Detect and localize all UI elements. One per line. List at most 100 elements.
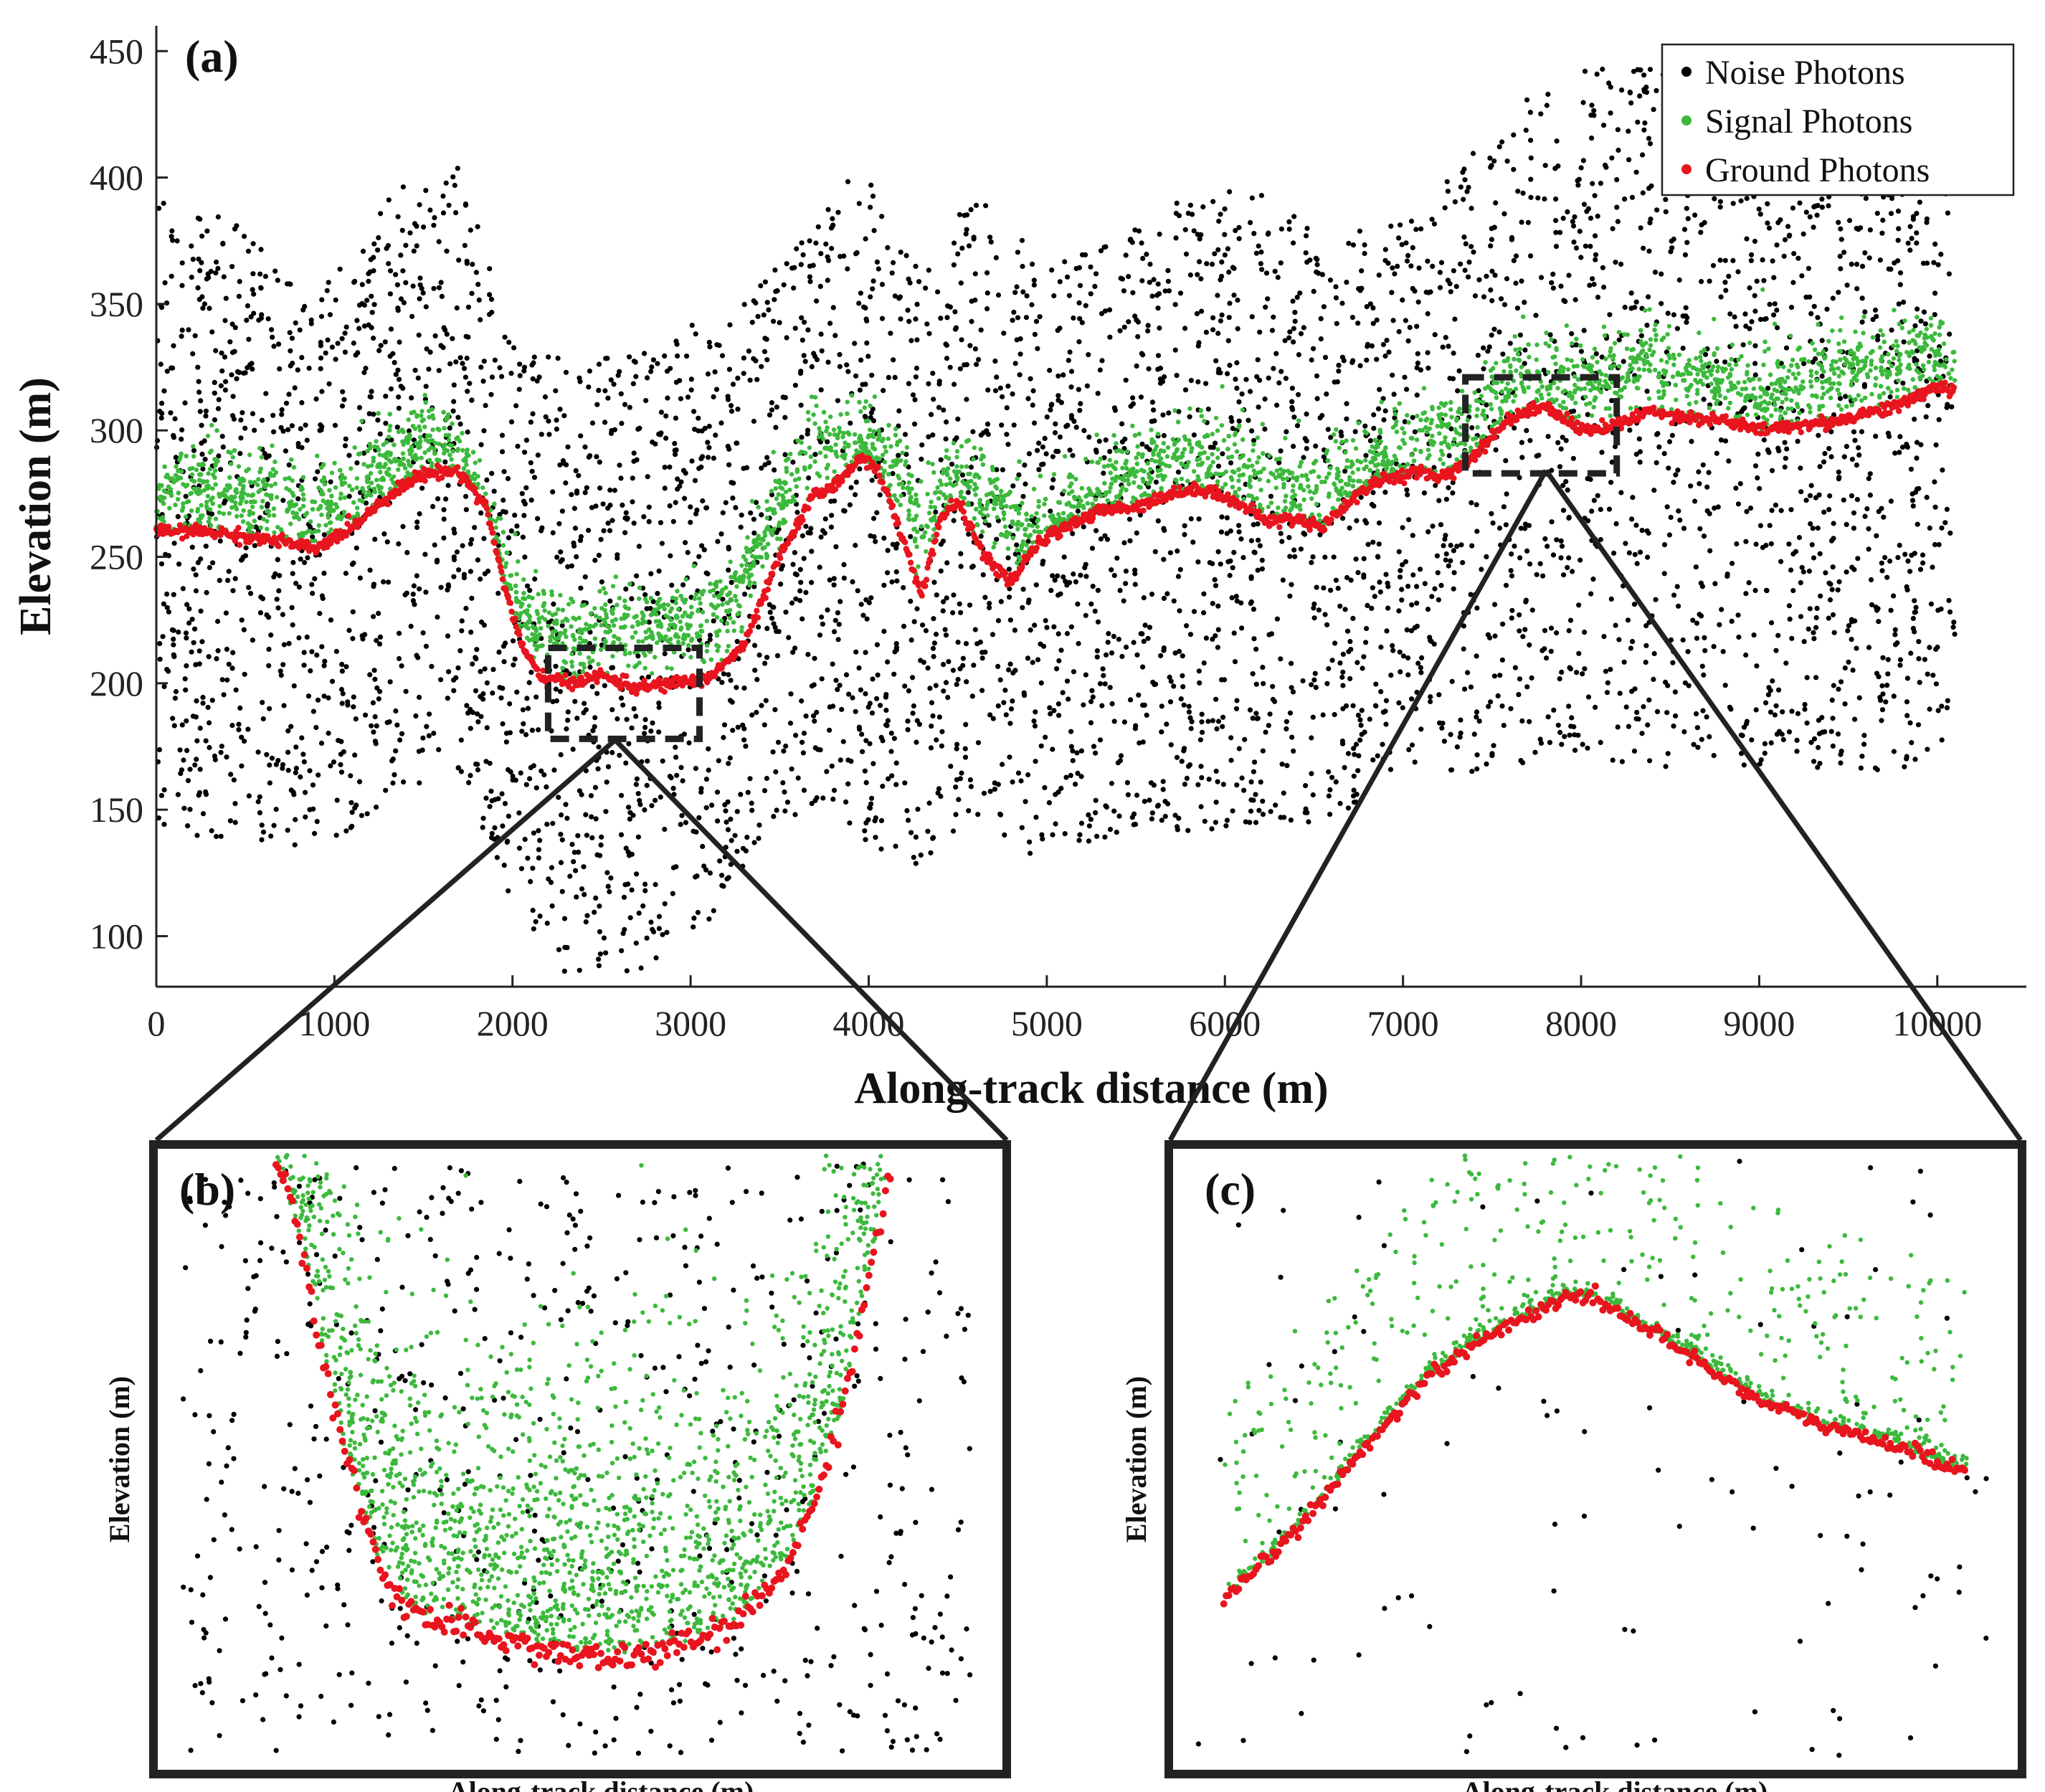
noise-photon [203,413,209,419]
noise-photon [1492,272,1498,278]
noise-photon [214,259,219,265]
noise-photon [668,553,673,559]
noise-photon [1362,242,1367,248]
noise-photon [803,589,809,595]
noise-photon [1763,316,1769,322]
noise-photon [1356,753,1362,759]
noise-photon [1075,601,1081,607]
noise-photon [921,660,926,665]
noise-photon [1604,690,1610,696]
noise-photon [296,584,302,590]
noise-photon [1752,372,1758,378]
noise-photon [1589,103,1595,108]
noise-photon [290,361,295,366]
noise-photon [759,703,764,708]
noise-photon [536,828,541,833]
noise-photon [528,460,533,465]
noise-photon [1047,705,1053,711]
noise-photon [1753,707,1759,713]
noise-photon [459,628,465,634]
noise-photon [363,501,369,506]
noise-photon [524,696,530,701]
noise-photon [1236,236,1242,242]
noise-photon [972,627,978,632]
noise-photon [605,764,612,769]
noise-photon [1369,343,1375,349]
noise-photon [559,812,564,818]
noise-photon [637,802,643,807]
noise-photon [279,407,285,413]
noise-photon [602,388,608,394]
noise-photon [553,663,559,669]
noise-photon [1340,651,1346,658]
noise-photon [696,428,701,434]
noise-photon [225,577,231,584]
noise-photon [1802,701,1808,708]
noise-photon [1886,266,1892,272]
noise-photon [648,919,654,925]
noise-photon [1093,528,1099,534]
noise-photon [594,402,600,407]
noise-photon [1453,283,1459,290]
noise-photon [1166,410,1172,416]
noise-photon [377,431,383,437]
noise-photon [1187,414,1192,419]
noise-photon [673,864,679,870]
noise-photon [1446,485,1451,490]
noise-photon [1172,302,1178,308]
noise-photon [1897,663,1903,668]
noise-photon [501,469,507,475]
noise-photon [239,617,245,623]
noise-photon [353,716,359,722]
noise-photon [1551,707,1557,713]
noise-photon [1461,234,1467,240]
noise-photon [207,720,212,726]
noise-photon [378,211,384,217]
noise-photon [429,663,435,670]
noise-photon [723,808,729,814]
noise-photon [1791,251,1797,257]
noise-photon [941,599,946,605]
noise-photon [349,823,355,829]
noise-photon [1874,670,1880,676]
noise-photon [1198,764,1204,769]
noise-photon [889,773,895,779]
noise-photon [1287,554,1293,559]
noise-photon [161,787,167,793]
noise-photon [1448,426,1454,432]
noise-photon [1763,700,1769,706]
noise-photon [944,419,949,425]
noise-photon [1484,554,1489,560]
noise-photon [1270,696,1276,703]
noise-photon [442,459,448,465]
noise-photon [1250,671,1256,677]
noise-photon [797,597,803,604]
noise-photon [371,336,376,341]
noise-photon [459,618,465,624]
noise-photon [503,640,508,646]
noise-photon [236,727,242,733]
noise-photon [1519,219,1524,225]
noise-photon [333,356,338,362]
noise-photon [475,767,481,773]
noise-photon [399,227,405,233]
noise-photon [800,616,805,622]
noise-photon [1575,178,1580,184]
noise-photon [1573,342,1579,348]
noise-photon [929,724,934,729]
noise-photon [1806,626,1811,632]
noise-photon [189,243,194,249]
noise-photon [1199,711,1205,717]
noise-photon [306,365,312,371]
noise-photon [949,461,955,467]
noise-photon [703,505,710,511]
noise-photon [242,234,247,240]
noise-photon [1822,450,1828,457]
noise-photon [969,693,975,699]
noise-photon [481,428,487,434]
noise-photon [404,590,409,596]
noise-photon [1923,414,1929,419]
noise-photon [1783,660,1789,666]
noise-photon [189,275,194,280]
noise-photon [741,371,746,376]
